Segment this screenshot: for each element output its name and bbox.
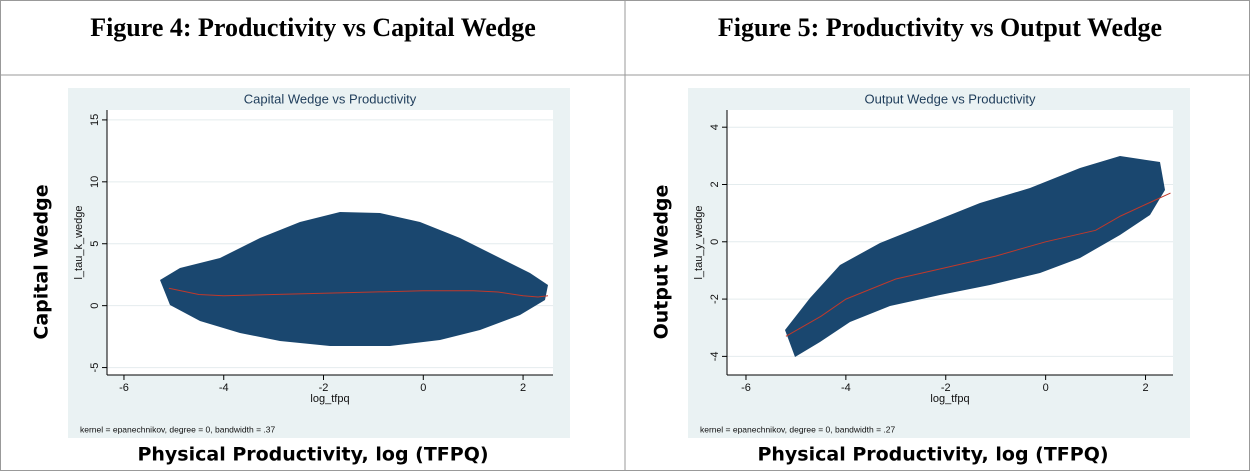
y-tick-label: -4 <box>709 351 721 361</box>
y-tick-label: -5 <box>89 363 101 373</box>
y-tick-label: 10 <box>89 176 101 188</box>
y-tick-label: -2 <box>709 294 721 304</box>
point-cloud <box>785 156 1165 357</box>
point-cloud <box>160 212 548 346</box>
x-tick-label: 0 <box>420 382 426 394</box>
chart-title: Capital Wedge vs Productivity <box>244 91 417 106</box>
x-tick-label: -4 <box>841 382 851 394</box>
note: kernel = epanechnikov, degree = 0, bandw… <box>80 424 276 434</box>
x-tick-label: 0 <box>1043 382 1049 394</box>
y-tick-label: 5 <box>89 241 101 247</box>
x-tick-label: 2 <box>1142 382 1148 394</box>
fit-line <box>168 287 549 298</box>
outer-x-label: Physical Productivity, log (TFPQ) <box>137 444 488 466</box>
y-tick-label: 2 <box>709 181 721 187</box>
fit-line <box>785 192 1171 337</box>
x-axis-label: log_tfpq <box>930 393 969 405</box>
x-tick-label: -6 <box>741 382 751 394</box>
x-tick-label: -2 <box>941 382 951 394</box>
x-tick-label: -4 <box>219 382 229 394</box>
header: Figure 5: Productivity vs Output Wedge <box>718 13 1162 42</box>
outer-x-label: Physical Productivity, log (TFPQ) <box>757 444 1108 466</box>
y-tick-label: 0 <box>709 239 721 245</box>
outer-y-label: Output Wedge <box>651 185 673 340</box>
x-tick-label: -2 <box>319 382 329 394</box>
x-axis-label: log_tfpq <box>310 393 349 405</box>
chart-title: Output Wedge vs Productivity <box>864 91 1036 106</box>
y-axis-label: l_tau_k_wedge <box>73 205 85 279</box>
y-tick-label: 0 <box>89 303 101 309</box>
note: kernel = epanechnikov, degree = 0, bandw… <box>700 424 896 434</box>
outer-y-label: Capital Wedge <box>31 184 53 339</box>
x-tick-label: -6 <box>119 382 129 394</box>
y-axis-label: l_tau_y_wedge <box>693 205 705 279</box>
y-tick-label: 15 <box>89 114 101 126</box>
y-tick-label: 4 <box>709 124 721 130</box>
x-tick-label: 2 <box>520 382 526 394</box>
header: Figure 4: Productivity vs Capital Wedge <box>90 13 536 42</box>
